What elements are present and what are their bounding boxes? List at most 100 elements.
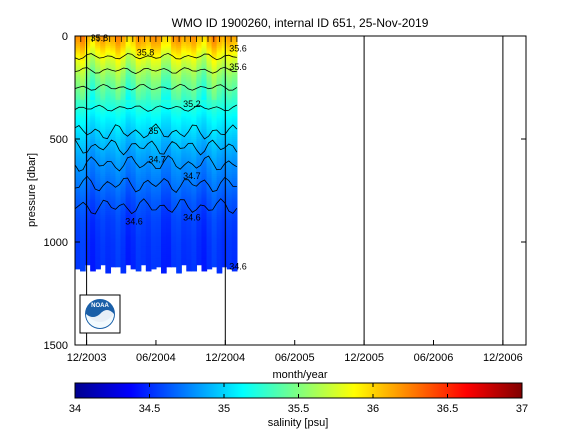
salinity-cell xyxy=(196,50,203,54)
salinity-cell xyxy=(125,136,132,140)
salinity-cell xyxy=(155,155,162,159)
salinity-cell xyxy=(95,190,101,194)
salinity-cell xyxy=(221,87,228,91)
salinity-cell xyxy=(95,120,101,124)
salinity-cell xyxy=(231,204,238,208)
salinity-cell xyxy=(155,165,162,169)
salinity-cell xyxy=(171,118,177,122)
salinity-cell xyxy=(161,56,167,60)
salinity-cell xyxy=(166,239,172,243)
salinity-cell xyxy=(201,139,208,142)
salinity-cell xyxy=(130,91,137,95)
salinity-cell xyxy=(176,116,182,119)
salinity-cell xyxy=(166,229,172,233)
salinity-cell xyxy=(105,248,112,251)
salinity-cell xyxy=(80,182,86,185)
salinity-cell xyxy=(85,112,91,115)
salinity-cell xyxy=(135,223,142,227)
salinity-cell xyxy=(221,153,228,157)
salinity-cell xyxy=(216,134,223,138)
salinity-cell xyxy=(120,244,127,247)
salinity-cell xyxy=(145,215,152,218)
salinity-cell xyxy=(125,192,132,196)
salinity-cell xyxy=(120,147,127,150)
salinity-cell xyxy=(201,114,208,117)
salinity-cell xyxy=(155,231,162,235)
salinity-cell xyxy=(216,217,223,220)
salinity-cell xyxy=(155,93,162,97)
salinity-cell xyxy=(206,36,213,39)
salinity-cell xyxy=(221,157,228,161)
salinity-cell xyxy=(186,81,192,84)
salinity-cell xyxy=(155,42,162,45)
salinity-cell xyxy=(80,163,86,167)
salinity-cell xyxy=(186,186,192,190)
salinity-cell xyxy=(150,188,157,192)
salinity-cell xyxy=(125,103,132,107)
salinity-cell xyxy=(231,153,238,157)
salinity-cell xyxy=(105,215,112,218)
salinity-cell xyxy=(186,145,192,148)
salinity-cell xyxy=(100,89,106,93)
salinity-cell xyxy=(216,219,223,222)
salinity-cell xyxy=(201,256,208,260)
salinity-cell xyxy=(110,174,117,177)
salinity-cell xyxy=(155,237,162,241)
salinity-cell xyxy=(171,227,177,231)
salinity-cell xyxy=(191,237,198,241)
salinity-cell xyxy=(100,145,106,148)
salinity-cell xyxy=(186,254,192,258)
salinity-cell xyxy=(130,108,137,111)
salinity-cell xyxy=(206,93,213,97)
salinity-cell xyxy=(80,206,86,210)
salinity-cell xyxy=(166,147,172,150)
salinity-cell xyxy=(135,194,142,198)
salinity-cell xyxy=(186,139,192,142)
salinity-cell xyxy=(110,256,117,260)
salinity-cell xyxy=(125,169,132,173)
salinity-cell xyxy=(171,42,177,45)
salinity-cell xyxy=(130,75,137,78)
salinity-cell xyxy=(181,71,187,74)
salinity-cell xyxy=(206,178,213,181)
salinity-cell xyxy=(191,50,198,54)
salinity-cell xyxy=(90,215,96,218)
salinity-cell xyxy=(150,60,157,64)
salinity-cell xyxy=(155,250,162,253)
salinity-cell xyxy=(120,221,127,225)
salinity-cell xyxy=(95,50,101,54)
salinity-cell xyxy=(115,246,122,249)
salinity-cell xyxy=(115,167,122,171)
salinity-cell xyxy=(181,153,187,157)
salinity-cell xyxy=(120,217,127,220)
salinity-cell xyxy=(226,40,233,43)
salinity-cell xyxy=(115,143,122,146)
salinity-cell xyxy=(206,81,213,84)
salinity-cell xyxy=(221,231,228,235)
salinity-cell xyxy=(161,169,167,173)
salinity-cell xyxy=(181,130,187,134)
salinity-cell xyxy=(221,198,228,202)
salinity-cell xyxy=(140,196,147,200)
salinity-cell xyxy=(120,174,127,177)
salinity-cell xyxy=(90,124,96,128)
salinity-cell xyxy=(90,167,96,171)
salinity-cell xyxy=(206,101,213,105)
salinity-cell xyxy=(176,219,182,222)
salinity-cell xyxy=(186,174,192,177)
salinity-cell xyxy=(231,262,238,266)
salinity-cell xyxy=(196,239,203,243)
salinity-cell xyxy=(105,163,112,167)
salinity-cell xyxy=(75,219,81,222)
salinity-cell xyxy=(135,256,142,260)
salinity-cell xyxy=(120,73,127,76)
salinity-cell xyxy=(85,116,91,119)
salinity-cell xyxy=(201,56,208,60)
salinity-cell xyxy=(145,126,152,130)
salinity-cell xyxy=(75,56,81,60)
salinity-cell xyxy=(90,103,96,107)
salinity-cell xyxy=(201,132,208,136)
salinity-cell xyxy=(221,223,228,227)
salinity-cell xyxy=(191,95,198,99)
salinity-cell xyxy=(196,153,203,157)
